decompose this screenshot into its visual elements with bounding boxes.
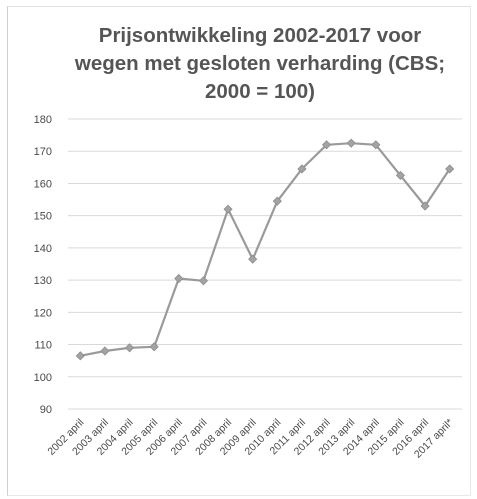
- series-line: [80, 142, 451, 357]
- data-point-marker: [75, 351, 85, 361]
- y-tick-label: 160: [34, 178, 52, 190]
- data-point-marker: [371, 140, 381, 150]
- y-axis-tick-labels: 90 100 110 120 130 140 150 160 170 180: [34, 114, 52, 416]
- data-point-marker: [198, 276, 209, 286]
- y-tick-label: 100: [34, 372, 52, 384]
- y-tick-label: 130: [34, 275, 52, 287]
- data-point-marker: [445, 164, 455, 174]
- y-tick-label: 140: [34, 243, 52, 255]
- series-points: [75, 138, 455, 361]
- data-point-marker: [223, 204, 233, 214]
- data-point-marker: [395, 170, 406, 180]
- y-tick-label: 90: [40, 404, 52, 416]
- data-point-marker: [174, 273, 184, 284]
- gridlines: [68, 118, 462, 410]
- data-point-marker: [297, 164, 307, 174]
- series-polyline: [80, 142, 451, 357]
- chart-title-line-3: 2000 = 100): [205, 80, 315, 103]
- y-tick-label: 170: [34, 146, 52, 158]
- chart-title-line-2: wegen met gesloten verharding (CBS;: [74, 52, 446, 75]
- y-tick-label: 150: [34, 211, 52, 223]
- data-point-marker: [346, 138, 356, 148]
- data-point-marker: [321, 140, 332, 150]
- y-tick-label: 180: [34, 114, 52, 126]
- data-point-marker: [420, 201, 430, 211]
- chart-title: Prijsontwikkeling 2002-2017 voor wegen m…: [60, 22, 460, 106]
- data-point-marker: [149, 342, 159, 352]
- data-point-marker: [248, 254, 258, 264]
- data-point-marker: [100, 346, 110, 356]
- y-tick-label: 120: [34, 307, 52, 319]
- chart-title-line-1: Prijsontwikkeling 2002-2017 voor: [98, 24, 422, 47]
- chart-frame: [7, 6, 471, 496]
- data-point-marker: [124, 343, 135, 353]
- y-tick-label: 110: [34, 340, 52, 352]
- data-point-marker: [272, 196, 282, 206]
